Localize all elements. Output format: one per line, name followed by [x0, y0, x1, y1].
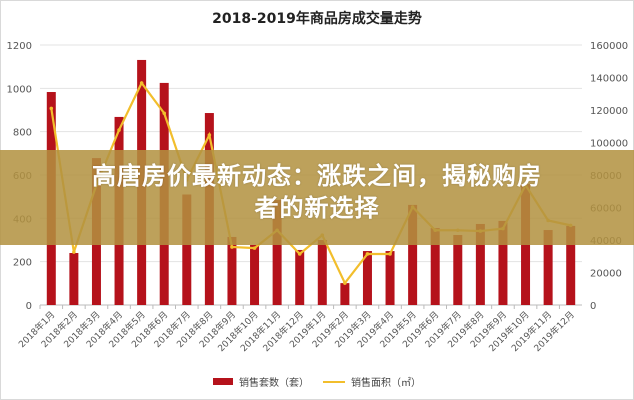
bar — [362, 251, 372, 305]
headline-line-2: 者的新选择 — [254, 194, 380, 222]
bar — [250, 244, 260, 305]
left-tick-label: 200 — [13, 258, 32, 269]
left-tick-label: 800 — [13, 128, 32, 139]
line-point — [117, 128, 121, 132]
right-tick-label: 160000 — [590, 41, 628, 52]
right-tick-label: 140000 — [590, 74, 628, 85]
left-tick-label: 0 — [26, 301, 32, 312]
right-tick-label: 20000 — [590, 269, 622, 280]
right-tick-label: 120000 — [590, 106, 628, 117]
bar — [430, 228, 440, 305]
line-point — [49, 106, 54, 111]
bar — [543, 230, 553, 305]
line-point — [207, 133, 212, 137]
line-point — [297, 252, 302, 256]
legend-line-swatch — [323, 380, 345, 383]
line-point — [139, 81, 144, 85]
bar — [317, 240, 327, 305]
line-point — [72, 250, 76, 254]
legend-line-label: 销售面积（㎡） — [351, 378, 421, 389]
bar — [69, 253, 79, 305]
line-point — [365, 252, 370, 256]
line-point — [252, 246, 257, 250]
headline-line-1: 高唐房价最新动态：涨跌之间，揭秘购房 — [92, 162, 542, 190]
bar — [227, 236, 237, 305]
bar — [475, 223, 485, 305]
bar — [182, 194, 192, 305]
line-point — [162, 111, 167, 116]
bar — [408, 204, 418, 305]
right-tick-label: 100000 — [590, 139, 628, 150]
bar — [295, 249, 305, 305]
legend-bar-label: 销售套数（套） — [239, 378, 309, 389]
legend-bar-swatch — [213, 378, 233, 385]
left-tick-label: 1000 — [7, 84, 32, 95]
line-point — [230, 245, 234, 249]
headline-banner — [0, 150, 634, 245]
line-point — [343, 281, 347, 285]
bar — [566, 225, 576, 305]
left-tick-label: 1200 — [7, 41, 32, 52]
line-point — [388, 252, 392, 256]
bar — [385, 251, 395, 305]
bar — [272, 199, 282, 305]
chart-title: 2018-2019年商品房成交量走势 — [212, 11, 422, 27]
legend: 销售套数（套） 销售面积（㎡） — [0, 374, 634, 389]
right-tick-label: 0 — [590, 301, 596, 312]
headline-text: 高唐房价最新动态：涨跌之间，揭秘购房 者的新选择 — [0, 160, 634, 224]
bar — [340, 283, 350, 305]
bar — [498, 220, 508, 305]
bar — [453, 235, 463, 305]
